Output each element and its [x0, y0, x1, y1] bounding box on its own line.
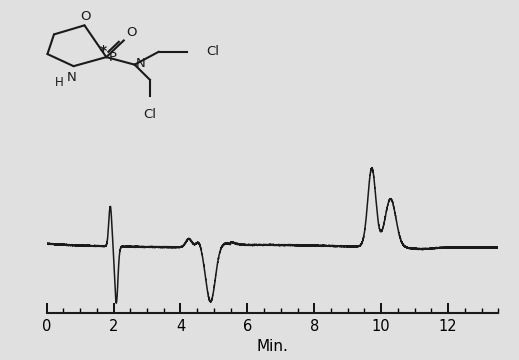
Text: N: N [66, 71, 76, 85]
Text: N: N [136, 57, 145, 71]
Text: P: P [108, 51, 116, 64]
Text: H: H [55, 76, 64, 89]
Text: Cl: Cl [143, 108, 156, 121]
Text: Cl: Cl [207, 45, 220, 58]
Text: O: O [126, 26, 137, 39]
Text: *: * [100, 44, 106, 58]
Text: O: O [80, 10, 91, 23]
X-axis label: Min.: Min. [256, 339, 289, 354]
